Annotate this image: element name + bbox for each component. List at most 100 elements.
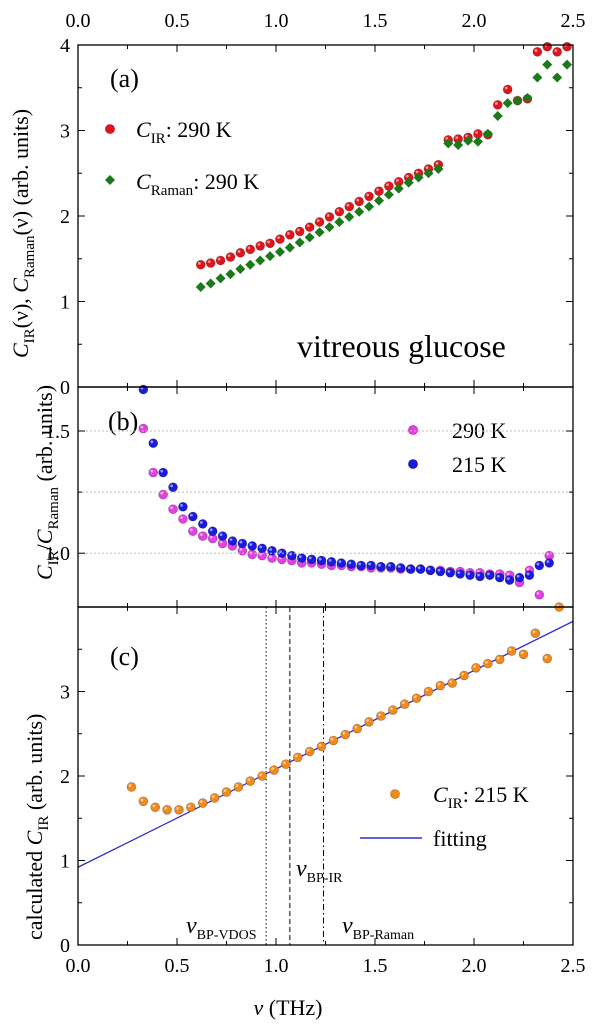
data-point-highlight (368, 562, 372, 566)
data-point-b-1 (237, 538, 248, 549)
data-point-highlight (330, 737, 334, 741)
data-point-c-0 (221, 787, 232, 797)
legend-a-raman-label: CRaman: 290 K (136, 169, 259, 199)
data-point-highlight (556, 604, 560, 607)
data-point-a-1 (423, 168, 434, 179)
panel-c: νBP-VDOS νBP-IR νBP-Raman (c) CIR: 215 K f… (22, 602, 574, 945)
data-point-highlight (296, 228, 300, 232)
data-point-a-1 (413, 172, 424, 183)
data-point-a-1 (443, 138, 454, 149)
data-point-c-0 (197, 798, 208, 808)
data-point-b-1 (455, 569, 465, 579)
panel-a-annotation: vitreous glucose (297, 328, 506, 364)
data-point-c-0 (209, 793, 220, 803)
data-point-b-1 (524, 570, 535, 581)
data-point-a-1 (383, 189, 394, 200)
data-point-b-1 (395, 563, 406, 573)
data-point-highlight (427, 567, 431, 571)
data-point-c-0 (471, 663, 481, 673)
data-point-highlight (415, 170, 419, 174)
data-point-c-0 (281, 759, 291, 769)
data-point-b-0 (534, 589, 545, 600)
data-point-b-0 (178, 514, 188, 524)
data-point-c-0 (399, 699, 410, 709)
data-point-a-0 (235, 247, 246, 258)
x-tick-label-top: 1.5 (363, 10, 388, 32)
data-point-a-0 (552, 47, 562, 57)
data-point-b-1 (247, 541, 258, 551)
data-point-a-0 (255, 241, 265, 251)
panel-c-label: (c) (110, 642, 139, 671)
x-tick-label-bottom: 2.5 (561, 955, 586, 977)
data-point-b-0 (138, 423, 149, 434)
data-point-highlight (140, 798, 144, 802)
data-point-highlight (207, 260, 211, 264)
data-point-highlight (283, 761, 286, 765)
data-point-a-0 (304, 222, 315, 232)
data-point-a-1 (265, 251, 276, 262)
data-point-highlight (358, 562, 362, 566)
data-point-a-1 (532, 72, 543, 83)
data-point-highlight (326, 214, 330, 217)
data-point-highlight (249, 543, 253, 546)
data-point-b-1 (296, 553, 307, 563)
data-point-highlight (407, 566, 411, 570)
y-tick-label-c: 2 (60, 766, 70, 788)
data-point-highlight (190, 513, 193, 517)
data-point-highlight (397, 565, 401, 568)
data-point-highlight (477, 573, 480, 577)
data-point-highlight (366, 719, 370, 722)
x-tick-label-top: 0.0 (66, 10, 91, 32)
data-point-c-0 (269, 765, 279, 775)
data-point-highlight (287, 232, 290, 235)
data-point-a-0 (532, 47, 543, 57)
data-point-highlight (494, 102, 498, 105)
data-point-highlight (354, 725, 358, 729)
data-point-highlight (504, 86, 508, 90)
data-point-highlight (546, 560, 550, 563)
data-point-a-1 (314, 227, 325, 238)
data-point-highlight (199, 533, 203, 537)
data-point-highlight (271, 767, 275, 771)
data-point-highlight (516, 574, 520, 578)
x-tick-label-bottom: 1.0 (264, 955, 289, 977)
data-point-highlight (328, 558, 332, 562)
data-point-a-1 (245, 259, 256, 270)
x-tick-label-top: 2.5 (561, 10, 586, 32)
data-point-highlight (425, 166, 429, 169)
data-point-highlight (437, 568, 441, 572)
data-point-a-0 (245, 244, 256, 255)
panel-a-ylabel: CIR(ν), CRaman(ν) (arb. units) (8, 109, 38, 358)
data-point-a-0 (294, 226, 305, 237)
x-tick-label-bottom: 1.5 (363, 955, 388, 977)
data-point-highlight (247, 246, 251, 250)
data-point-b-1 (336, 558, 347, 568)
data-point-highlight (269, 555, 273, 559)
data-point-a-1 (453, 140, 464, 151)
data-point-b-1 (257, 543, 267, 554)
data-point-c-0 (376, 711, 386, 721)
data-point-highlight (227, 254, 231, 258)
data-point-highlight (356, 198, 360, 202)
data-point-highlight (197, 261, 201, 265)
data-point-highlight (180, 516, 183, 519)
y-tick-label-b: 1.0 (45, 543, 70, 565)
data-point-a-1 (373, 195, 384, 206)
data-point-b-0 (148, 467, 159, 478)
legend-a-ir-marker (105, 124, 115, 134)
data-point-highlight (318, 557, 322, 561)
data-point-b-1 (207, 526, 218, 537)
legend-c-fit-label: fitting (433, 826, 487, 851)
data-point-a-0 (344, 201, 355, 212)
data-point-highlight (475, 131, 478, 134)
data-point-a-0 (265, 238, 275, 249)
data-point-c-0 (233, 782, 244, 792)
data-point-b-1 (465, 570, 475, 581)
x-axis-label: ν (THz) (253, 995, 322, 1020)
data-point-highlight (209, 535, 213, 539)
y-tick-label-a: 0 (60, 377, 70, 399)
data-point-b-1 (366, 560, 376, 571)
data-point-b-0 (188, 526, 198, 537)
data-point-highlight (257, 243, 261, 246)
data-point-highlight (435, 161, 439, 165)
